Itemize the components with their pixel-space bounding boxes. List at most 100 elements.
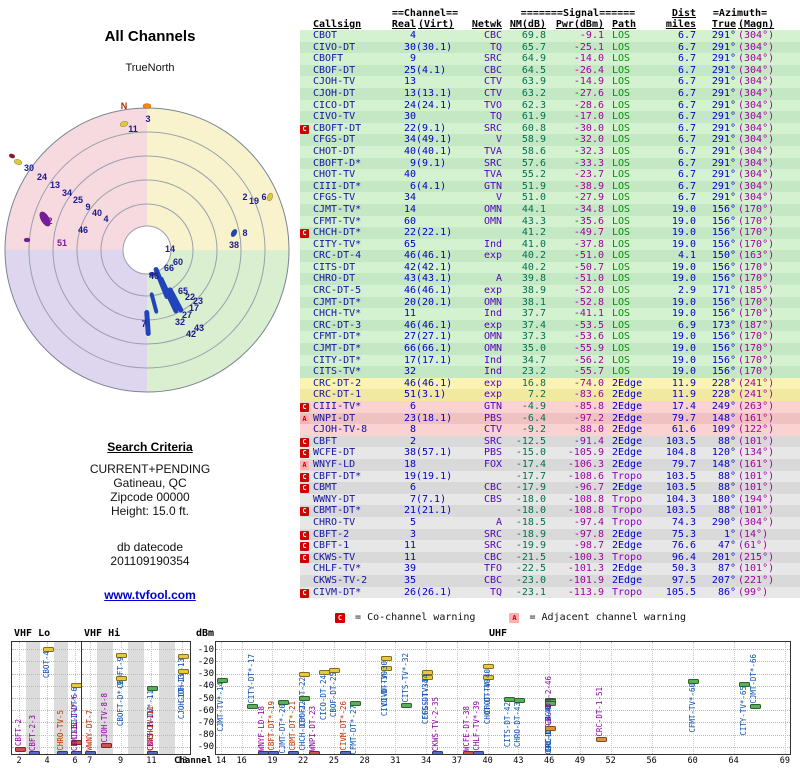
cell-magn: (304°) bbox=[738, 76, 775, 88]
cell-nm: 63.2 bbox=[521, 87, 546, 99]
cell-nm: 39.8 bbox=[521, 273, 546, 285]
cell-real: 25 bbox=[403, 64, 416, 76]
adjacent-channel-warning-icon: A bbox=[300, 414, 309, 424]
v-gridline bbox=[89, 642, 91, 754]
cell-netwk: CBC bbox=[483, 30, 502, 41]
cell-true: 87° bbox=[717, 563, 736, 575]
radar-signal-bar bbox=[144, 310, 151, 336]
table-row: A WNYF-LD 18 FOX -17.4 -106.3 2Edge 79.7 148° (16… bbox=[300, 458, 800, 471]
cell-callsign: CBOFT-DT bbox=[313, 122, 362, 134]
cell-real: 9 bbox=[409, 53, 416, 65]
cell-callsign: CITS-DT bbox=[313, 261, 356, 273]
cell-path: LOS bbox=[612, 227, 631, 239]
cell-magn: (101°) bbox=[738, 482, 775, 494]
cell-magn: (185°) bbox=[738, 285, 775, 297]
warning-badge-cell bbox=[300, 424, 313, 436]
warning-badge-cell bbox=[300, 100, 313, 112]
h-gridline bbox=[82, 746, 190, 748]
cell-real: 66 bbox=[403, 343, 416, 355]
cell-path: 2Edge bbox=[612, 412, 643, 424]
cell-callsign: CBOT bbox=[313, 30, 338, 41]
co-channel-badge-icon: C bbox=[335, 613, 345, 623]
warning-badge-cell bbox=[300, 331, 313, 343]
cell-magn: (170°) bbox=[738, 296, 775, 308]
radar-channel-label: 17 bbox=[189, 303, 199, 313]
station-label: CHLF-TV*-39 bbox=[472, 701, 482, 751]
station-marker bbox=[247, 704, 259, 710]
tvfool-link[interactable]: www.tvfool.com bbox=[104, 588, 196, 602]
warning-badge-cell: C bbox=[300, 401, 313, 413]
cell-magn: (122°) bbox=[738, 424, 775, 436]
station-marker bbox=[100, 742, 112, 748]
cell-real: 20 bbox=[403, 296, 416, 308]
cell-path: LOS bbox=[612, 64, 631, 76]
table-row: A WNPI-DT 23 (18.1) PBS -6.4 -97.2 2Edge 79.7 148… bbox=[300, 412, 800, 425]
cell-real: 46 bbox=[403, 377, 416, 389]
station-marker bbox=[116, 652, 128, 658]
cell-callsign: CHOT-TV bbox=[313, 169, 356, 181]
station-label: CJOH-DT-13 bbox=[177, 673, 187, 719]
cell-magn: (304°) bbox=[738, 87, 775, 99]
station-marker bbox=[146, 751, 158, 754]
cell-true: 156° bbox=[711, 238, 736, 250]
cell-path: LOS bbox=[612, 169, 631, 181]
cell-magn: (14°) bbox=[738, 528, 769, 540]
channel-tick-label: 25 bbox=[328, 756, 339, 766]
cell-real: 65 bbox=[403, 238, 416, 250]
cell-callsign: CRC-DT-2 bbox=[313, 377, 362, 389]
cell-real: 42 bbox=[403, 261, 416, 273]
cell-pwr: -35.6 bbox=[573, 215, 604, 227]
station-marker bbox=[298, 696, 310, 702]
co-channel-warning-icon: C bbox=[300, 484, 309, 494]
cell-callsign: CBMT-DT* bbox=[313, 505, 362, 517]
v-gridline bbox=[272, 642, 274, 754]
cell-pwr: -50.7 bbox=[573, 261, 604, 273]
cell-nm: -18.0 bbox=[515, 505, 546, 517]
cell-path: LOS bbox=[612, 319, 631, 331]
v-gridline bbox=[151, 642, 153, 754]
cell-real: 22 bbox=[403, 227, 416, 239]
table-row: CBOFT 9 SRC 64.9 -14.0 LOS 6.7 291° (304°) bbox=[300, 53, 800, 65]
cell-dist: 104.8 bbox=[665, 447, 696, 459]
h-gridline bbox=[82, 661, 190, 663]
station-marker bbox=[544, 700, 556, 706]
cell-path: LOS bbox=[612, 145, 631, 157]
h-gridline bbox=[82, 710, 190, 712]
radar-channel-label: 51 bbox=[57, 238, 67, 248]
cell-true: 291° bbox=[711, 134, 736, 146]
band-name-label: VHF Lo bbox=[14, 628, 51, 639]
dbm-tick-label: -20 bbox=[197, 656, 214, 667]
cell-pwr: -26.4 bbox=[573, 64, 604, 76]
cell-callsign: CITS-TV* bbox=[313, 366, 362, 378]
col-real: Real bbox=[391, 19, 416, 30]
cell-callsign: CBFT bbox=[313, 435, 338, 447]
cell-pwr: -85.8 bbox=[573, 401, 604, 412]
cell-path: 2Edge bbox=[612, 401, 643, 412]
dbm-tick-label: -70 bbox=[197, 717, 214, 728]
cell-real: 40 bbox=[403, 145, 416, 157]
v-gridline bbox=[364, 642, 366, 754]
cell-dist: 6.7 bbox=[677, 53, 696, 65]
cell-magn: (241°) bbox=[738, 389, 775, 401]
channel-tick-label: 43 bbox=[513, 756, 524, 766]
cell-pwr: -27.9 bbox=[573, 192, 604, 204]
cell-callsign: CHRO-DT bbox=[313, 273, 356, 285]
col-callsign: Callsign bbox=[313, 19, 362, 30]
cell-true: 173° bbox=[711, 319, 736, 331]
cell-magn: (221°) bbox=[738, 574, 775, 586]
cell-netwk: Ind bbox=[483, 354, 502, 366]
cell-virt: (26.1) bbox=[416, 586, 453, 598]
cell-path: LOS bbox=[612, 285, 631, 297]
warning-badge-cell bbox=[300, 250, 313, 262]
cell-dist: 2.9 bbox=[677, 285, 696, 297]
cell-pwr: -28.6 bbox=[573, 99, 604, 111]
cell-magn: (134°) bbox=[738, 447, 775, 459]
cell-callsign: CJMT-DT* bbox=[313, 296, 362, 308]
table-row: CRC-DT-1 51 (3.1) exp 7.2 -83.6 2Edge 11.9 228°(… bbox=[300, 389, 800, 401]
cell-netwk: TQ bbox=[489, 41, 502, 53]
cell-real: 11 bbox=[403, 308, 416, 320]
cell-netwk: exp bbox=[483, 389, 502, 401]
h-gridline bbox=[216, 722, 790, 724]
h-gridline bbox=[82, 722, 190, 724]
